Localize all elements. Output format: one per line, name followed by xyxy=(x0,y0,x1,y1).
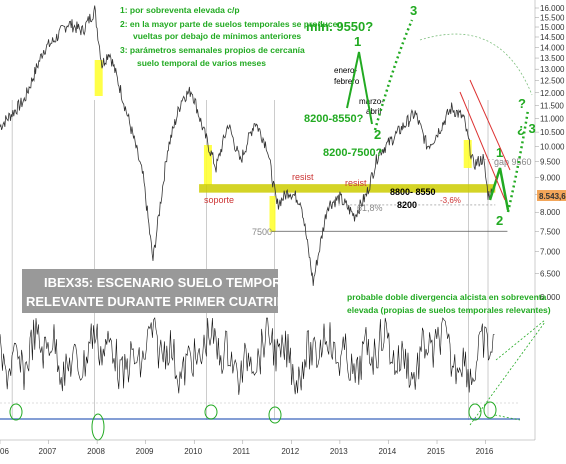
x-tick-label: 2010 xyxy=(184,447,202,456)
oscillator-low-oval xyxy=(204,404,218,420)
min-label: min. 9550? xyxy=(306,19,373,34)
price-levels xyxy=(199,159,508,232)
scenario-path-top xyxy=(346,51,373,125)
wave-2-right: 2 xyxy=(496,213,503,228)
x-axis: 06 2007 2008 2009 2010 2011 2012 2013 2014 2015 20… xyxy=(0,439,535,456)
level-7500-label: 7500 xyxy=(252,227,272,237)
wave-1-right: 1 xyxy=(496,145,503,160)
wave-3-top: 3 xyxy=(410,3,417,18)
x-tick-label: 2009 xyxy=(136,447,154,456)
y-tick-label: 14.500 xyxy=(540,33,565,42)
soporte-label: soporte xyxy=(204,195,234,205)
support-band xyxy=(199,184,496,193)
abril-label: abril xyxy=(366,107,381,116)
oscillator-line xyxy=(0,317,495,395)
y-tick-label: 13.000 xyxy=(540,65,565,74)
question-label: ? xyxy=(518,96,526,111)
y-tick-label: 14.000 xyxy=(540,43,565,52)
pct-label: -3,6% xyxy=(440,196,461,205)
y-tick-label: 9.000 xyxy=(540,174,561,183)
x-tick-label: 2008 xyxy=(87,447,105,456)
x-tick-label: 06 xyxy=(0,447,9,456)
scenario-path-dotted-right xyxy=(506,109,530,213)
note-3: vueltas por debajo de mínimos anteriores xyxy=(133,31,301,41)
level-8200-label: 8200 xyxy=(397,200,417,210)
x-tick-label: 2014 xyxy=(378,447,396,456)
x-tick-label: 2016 xyxy=(476,447,494,456)
title-line-2: RELEVANTE DURANTE PRIMER CUATRIMESTRE xyxy=(26,294,331,309)
oscillator-lows xyxy=(9,401,497,441)
lower-note-1: probable doble divergencia alcista en so… xyxy=(347,292,547,302)
x-tick-label: 2007 xyxy=(39,447,57,456)
oscillator-low-oval xyxy=(268,406,282,424)
scenario-path-dotted-top xyxy=(373,19,414,131)
x-tick-label: 2015 xyxy=(427,447,445,456)
x-tick-label: 2013 xyxy=(330,447,348,456)
y-tick-label: 16.000 xyxy=(540,4,565,13)
y-tick-label: 7.000 xyxy=(540,248,561,257)
y-tick-label: 6.500 xyxy=(540,269,561,278)
scenario-path-right xyxy=(488,167,510,211)
y-tick-label: 10.500 xyxy=(540,128,565,137)
resist-2-label: resist xyxy=(345,178,367,188)
fib-label: 61,8% xyxy=(357,203,383,213)
highlight-boxes xyxy=(94,60,472,232)
highlight-box xyxy=(203,145,212,185)
resist-1-label: resist xyxy=(292,172,314,182)
x-tick-label: 2011 xyxy=(233,447,251,456)
wave-3-right: ¿ 3 xyxy=(517,121,536,136)
title-line-1: IBEX35: ESCENARIO SUELO TEMPORAL xyxy=(44,275,299,290)
y-tick-label: 7.500 xyxy=(540,227,561,236)
wave-1-top: 1 xyxy=(354,34,361,49)
oscillator-low-oval xyxy=(468,403,482,421)
y-tick-label: 8.000 xyxy=(540,208,561,217)
gap-label: gap 9560 xyxy=(494,157,532,167)
y-tick-label: 12.500 xyxy=(540,77,565,86)
enero-label: enero- xyxy=(334,66,357,75)
note-5: suelo temporal de varios meses xyxy=(137,58,266,68)
x-tick-label: 2012 xyxy=(281,447,299,456)
oscillator-low-oval xyxy=(91,413,105,441)
curved-arrow xyxy=(419,33,533,96)
y-tick-label: 15.500 xyxy=(540,13,565,22)
y-tick-label: 11.000 xyxy=(540,114,564,123)
lower-note-2: elevada (propias de suelos temporales re… xyxy=(347,305,551,315)
wave-2-top: 2 xyxy=(374,127,381,142)
y-tick-label: 9.500 xyxy=(540,158,561,167)
highlight-box xyxy=(94,60,103,96)
y-tick-label: 11.500 xyxy=(540,101,564,110)
range-b-label: 8200-7500? xyxy=(323,147,383,159)
last-value-label: 8.543,6 xyxy=(539,192,566,201)
price-line xyxy=(0,5,494,286)
title-box xyxy=(22,269,278,313)
note-2: 2: en la mayor parte de suelos temporale… xyxy=(120,19,343,29)
last-value-box xyxy=(537,190,566,201)
note-1: 1: por sobreventa elevada c/p xyxy=(120,5,240,15)
febrero-label: febrero xyxy=(334,77,360,86)
divergence-lines xyxy=(469,319,546,426)
y-tick-label: 10.000 xyxy=(540,142,565,151)
y-tick-label: 6.000 xyxy=(540,293,561,302)
marzo-label: marzo- xyxy=(359,97,384,106)
y-tick-label: 12.000 xyxy=(540,89,565,98)
oscillator-low-oval xyxy=(9,403,23,421)
level-8800-label: 8800- 8550 xyxy=(390,187,436,197)
oscillator-low-oval xyxy=(483,401,497,419)
y-tick-label: 13.500 xyxy=(540,54,565,63)
note-4: 3: parámetros semanales propios de cerca… xyxy=(120,45,305,55)
y-tick-label: 15.000 xyxy=(540,23,565,32)
range-a-label: 8200-8550? xyxy=(304,113,364,125)
highlight-box xyxy=(269,196,276,232)
downtrend-channel xyxy=(459,79,511,201)
highlight-box xyxy=(463,140,472,168)
